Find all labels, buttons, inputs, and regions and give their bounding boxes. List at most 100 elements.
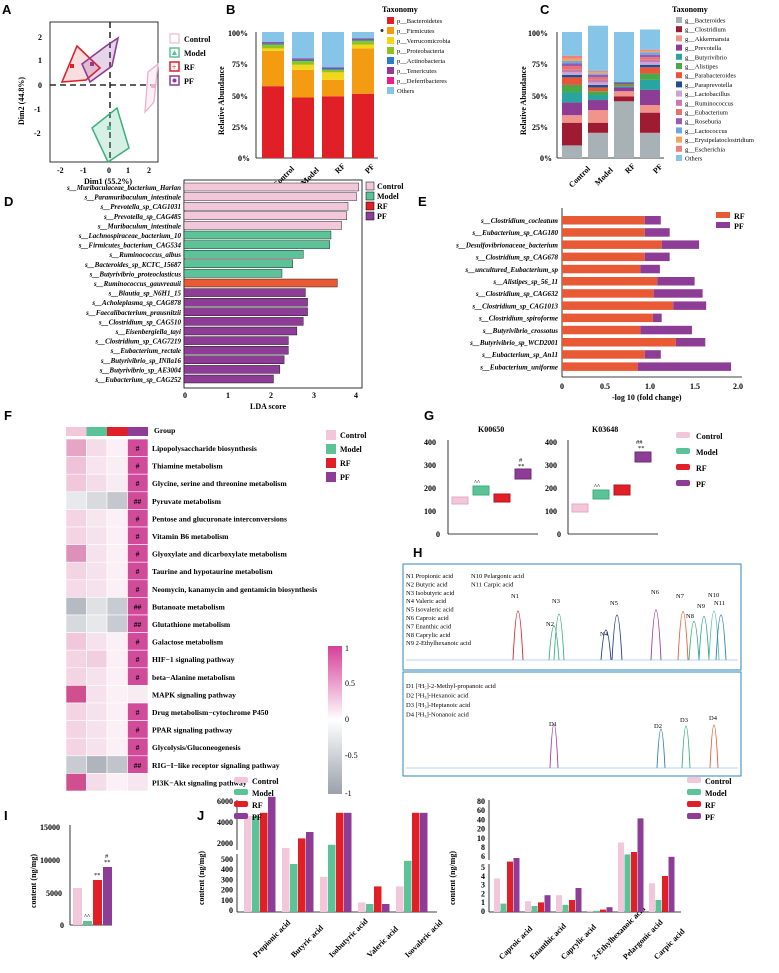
bar-segment bbox=[640, 132, 660, 158]
fc-taxon-label: s__Clostridium_sp_CAG1013 bbox=[471, 302, 558, 310]
bar-segment bbox=[322, 96, 344, 158]
heatmap-cell bbox=[86, 456, 108, 475]
bar-segment bbox=[292, 58, 314, 60]
lda-bar bbox=[183, 221, 342, 230]
legend-swatch bbox=[387, 37, 394, 44]
heatmap-colorbar bbox=[328, 646, 342, 794]
fc-bar-rf bbox=[562, 301, 674, 310]
chromatogram-legend-item: D3 [²H₃]-Heptanoic acid bbox=[406, 702, 471, 709]
bar-segment bbox=[262, 43, 284, 45]
svg-text:#: # bbox=[519, 457, 523, 464]
heatmap-cell bbox=[65, 702, 87, 721]
bar-segment bbox=[562, 122, 582, 146]
lda-taxon-label: s__Eubacterium_rectale bbox=[110, 347, 181, 355]
heatmap-cell bbox=[65, 773, 87, 792]
lda-legend-pf: PF bbox=[377, 212, 387, 221]
bar-segment bbox=[562, 60, 582, 64]
lda-legend: Control Model RF PF bbox=[365, 181, 404, 221]
chromatogram-peak-label: D4 bbox=[709, 715, 718, 722]
legend-label: g__Escherichia bbox=[685, 146, 725, 153]
fc-bar-pf bbox=[637, 362, 732, 371]
bar-segment bbox=[322, 68, 344, 70]
heatmap-group-label: Group bbox=[154, 426, 175, 435]
bar-segment bbox=[588, 122, 608, 133]
legend-swatch bbox=[676, 26, 682, 33]
i-anno: ** bbox=[94, 872, 101, 879]
bar-segment bbox=[640, 59, 660, 63]
boxplot-legend: Control Model RF PF bbox=[676, 432, 723, 489]
heatmap-cell bbox=[106, 667, 128, 686]
lda-bar bbox=[183, 288, 306, 297]
fc-bar-rf bbox=[562, 350, 645, 359]
scfa-bar bbox=[525, 901, 531, 912]
heatmap-cell bbox=[65, 579, 87, 598]
bar-segment bbox=[352, 38, 374, 40]
fc-bar-pf bbox=[644, 216, 661, 225]
chromatogram-legend-item: N6 Caproic acid bbox=[406, 615, 449, 622]
fc-xtick: 2.0 bbox=[733, 382, 743, 391]
heatmap-cell bbox=[65, 561, 87, 581]
pca-xtick: -1 bbox=[80, 166, 87, 175]
j-ytick: 5 bbox=[481, 863, 485, 872]
bar-segment bbox=[588, 25, 608, 72]
k03648-ytick: 0 bbox=[557, 530, 561, 539]
fc-legend-rf: RF bbox=[734, 212, 745, 221]
k00650-ytick: 200 bbox=[424, 484, 436, 493]
chromatogram-bottom bbox=[402, 671, 742, 777]
heatmap-cell bbox=[65, 456, 87, 475]
chromatogram-legend-item: N3 Isobutyric acid bbox=[406, 590, 455, 597]
heatmap-cell bbox=[86, 773, 108, 792]
chart-c-legend: g__Bacteroides g__Clostridium g__Akkermans… bbox=[676, 17, 754, 163]
scfa-legend: Control Model RF PF Control Model RF PF bbox=[234, 777, 732, 822]
bar-segment bbox=[614, 84, 634, 87]
lda-bar bbox=[183, 374, 274, 384]
heatmap-cell bbox=[65, 473, 87, 493]
legend-label: g__Lactobacillus bbox=[685, 91, 730, 98]
panel-letter-g: G bbox=[424, 408, 434, 423]
fc-bar-rf bbox=[562, 252, 645, 262]
svg-text:##: ## bbox=[636, 439, 643, 446]
legend-swatch bbox=[387, 67, 394, 74]
scfa-bar bbox=[328, 844, 336, 912]
k03648-ytick: 200 bbox=[545, 484, 557, 493]
lda-taxon-label: s__Lachnospiraceae_bacterium_10 bbox=[78, 232, 182, 240]
bar-segment bbox=[322, 79, 344, 97]
legend-label: Others bbox=[685, 156, 703, 163]
bar-segment bbox=[262, 44, 284, 49]
heatmap-significance: # bbox=[136, 708, 140, 717]
lda-xtick: 3 bbox=[312, 391, 316, 400]
heatmap-significance: # bbox=[136, 673, 140, 682]
heatmap-pathway-label: RIG−I−like receptor signaling pathway bbox=[152, 761, 280, 770]
bar-segment bbox=[352, 93, 374, 158]
panel-letter-d: D bbox=[4, 194, 13, 209]
heatmap-cell bbox=[106, 737, 128, 757]
fc-bar-rf bbox=[562, 289, 654, 298]
scfa-bar bbox=[404, 860, 412, 912]
bar-segment bbox=[640, 62, 660, 65]
fc-bar-rf bbox=[562, 277, 658, 286]
heatmap-pathway-label: Pyruvate metabolism bbox=[152, 497, 222, 506]
svg-text:**: ** bbox=[518, 463, 525, 470]
k03648-ytick: 400 bbox=[545, 438, 557, 447]
legend-marker bbox=[380, 29, 384, 32]
legend-label: g__Butyrivibrio bbox=[685, 54, 727, 61]
scfa-bar bbox=[538, 902, 544, 912]
chromatogram-legend-item: N7 Enanthic acid bbox=[406, 623, 452, 630]
scfa-bar bbox=[260, 812, 268, 912]
heatmap-cell bbox=[65, 685, 87, 704]
fc-xtick: 1.0 bbox=[645, 382, 655, 391]
scfa-bar bbox=[556, 895, 562, 912]
heatmap-significance: # bbox=[136, 444, 140, 453]
fc-taxon-label: s__Butyrivibrio_sp_WCD2001 bbox=[469, 339, 558, 347]
scfa-bar bbox=[624, 854, 631, 912]
legend-swatch bbox=[676, 81, 682, 88]
pathway-heatmap: # Lipopolysaccharide biosynthesis # Thiamin… bbox=[65, 427, 317, 792]
heatmap-pathway-label: Pentose and glucuronate interconversions bbox=[152, 514, 287, 523]
fc-bar-pf bbox=[644, 252, 670, 262]
heatmap-group-cell bbox=[86, 427, 107, 436]
bar-segment bbox=[562, 55, 582, 59]
fc-xlabel: -log 10 (fold change) bbox=[612, 393, 682, 402]
scfa-bar bbox=[662, 876, 668, 912]
